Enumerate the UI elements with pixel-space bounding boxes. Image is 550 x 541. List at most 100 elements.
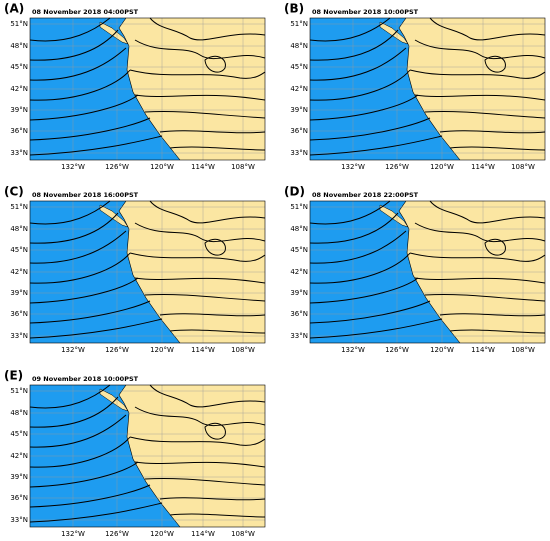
lon-label: 120°W (150, 163, 174, 171)
lat-label: 48°N (10, 42, 28, 50)
lat-label: 51°N (10, 203, 28, 211)
map-panel: (B) 08 November 2018 10:00PST 51°N 48°N 45°N… (284, 2, 546, 171)
map-frame (29, 384, 266, 528)
isobar (309, 117, 431, 141)
isobar (29, 484, 151, 508)
lat-label: 36°N (10, 494, 28, 502)
panel-title: 08 November 2018 10:00PST (312, 8, 419, 16)
isobar (129, 69, 266, 79)
panel-label: (C) (4, 185, 24, 199)
lat-label: 51°N (10, 20, 28, 28)
lon-label: 108°W (231, 530, 255, 538)
lon-label: 126°W (385, 346, 409, 354)
isobar (169, 513, 266, 518)
isobar (29, 117, 151, 141)
isobar (29, 436, 131, 468)
isobar (29, 47, 127, 81)
isobar (149, 384, 266, 408)
lat-label: 42°N (10, 85, 28, 93)
isobar (29, 230, 127, 264)
lon-label: 108°W (231, 163, 255, 171)
isobar (309, 300, 431, 324)
lat-label: 33°N (10, 332, 28, 340)
isobar (309, 17, 391, 42)
lat-label: 39°N (290, 106, 308, 114)
coastline (118, 384, 181, 528)
isobar (144, 478, 266, 486)
lat-label: 33°N (10, 516, 28, 524)
isobar (134, 277, 266, 284)
lat-label: 48°N (10, 409, 28, 417)
lon-label: 126°W (385, 163, 409, 171)
lon-label: 114°W (471, 163, 495, 171)
lat-label: 39°N (10, 289, 28, 297)
lon-label: 114°W (191, 346, 215, 354)
lon-label: 114°W (191, 530, 215, 538)
lat-label: 39°N (10, 106, 28, 114)
isobar (409, 252, 546, 262)
map-panel: (E) 09 November 2018 10:00PST 51°N 48°N 45°N… (4, 369, 266, 538)
isobar (424, 294, 546, 302)
map-panel: (D) 08 November 2018 22:00PST 51°N 48°N 45°N… (284, 185, 546, 354)
lat-label: 45°N (10, 246, 28, 254)
isobar (409, 69, 546, 79)
isobar (144, 294, 266, 302)
lat-label: 36°N (10, 127, 28, 135)
lat-label: 36°N (290, 127, 308, 135)
isobar (309, 252, 411, 284)
lat-label: 33°N (290, 332, 308, 340)
isobar (159, 130, 266, 134)
lon-label: 126°W (105, 346, 129, 354)
coastline (118, 17, 181, 161)
isobar (29, 384, 111, 409)
lat-label: 33°N (290, 149, 308, 157)
isobar (414, 222, 546, 242)
isobar (149, 200, 266, 224)
isobar (134, 39, 266, 59)
isobar (204, 238, 226, 256)
isobar (309, 212, 399, 244)
isobar (484, 55, 506, 73)
lat-label: 45°N (290, 63, 308, 71)
isobar (204, 422, 226, 440)
lon-label: 120°W (150, 530, 174, 538)
panel-title: 08 November 2018 22:00PST (312, 191, 419, 199)
isobar (449, 329, 546, 334)
isobar (309, 200, 391, 225)
isobar (29, 502, 163, 523)
lat-label: 45°N (10, 63, 28, 71)
lat-label: 36°N (290, 310, 308, 318)
lon-label: 132°W (341, 163, 365, 171)
isobar (29, 29, 119, 61)
map-panel: (C) 08 November 2018 16:00PST 51°N 48°N 45°N… (4, 185, 266, 354)
isobar (309, 318, 443, 339)
isobar (134, 222, 266, 242)
isobar (449, 146, 546, 151)
isobar (29, 318, 163, 339)
lat-label: 51°N (290, 203, 308, 211)
isobar (129, 436, 266, 446)
lat-label: 51°N (10, 387, 28, 395)
panel-title: 08 November 2018 16:00PST (32, 191, 139, 199)
isobar (484, 238, 506, 256)
panel-label: (B) (284, 2, 304, 16)
lon-label: 114°W (191, 163, 215, 171)
lat-label: 45°N (290, 246, 308, 254)
lat-label: 42°N (290, 268, 308, 276)
isobar (29, 94, 139, 121)
coastline (398, 200, 461, 344)
isobar (439, 130, 546, 134)
lat-label: 51°N (290, 20, 308, 28)
isobar (149, 17, 266, 41)
panel-label: (A) (4, 2, 24, 16)
isobar (309, 69, 411, 101)
isobar (429, 17, 546, 41)
lat-label: 39°N (290, 289, 308, 297)
lon-label: 108°W (511, 346, 535, 354)
map-panel: (A) 08 November 2018 04:00PST 51°N 48°N 45°N… (4, 2, 266, 171)
lon-label: 120°W (430, 163, 454, 171)
isobar (29, 17, 111, 42)
lat-label: 48°N (290, 225, 308, 233)
isobar (169, 146, 266, 151)
isobar (169, 329, 266, 334)
